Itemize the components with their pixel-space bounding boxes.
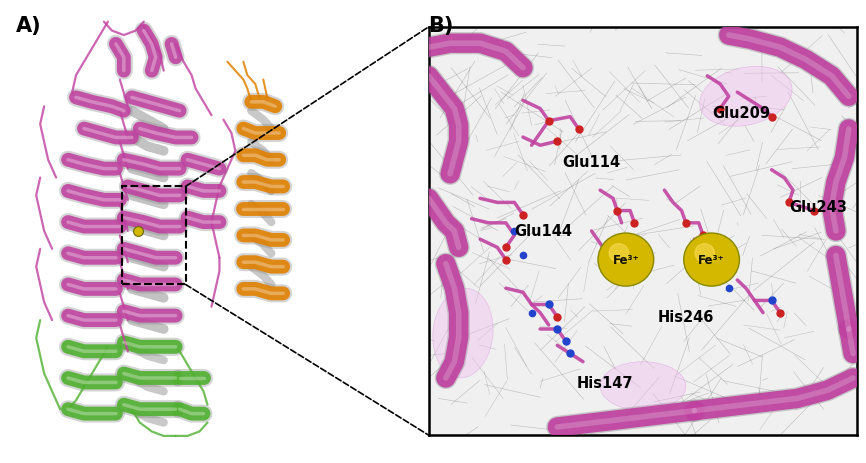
- Text: Fe³⁺: Fe³⁺: [612, 254, 639, 267]
- Text: Glu209: Glu209: [713, 106, 771, 121]
- Ellipse shape: [433, 288, 493, 378]
- Ellipse shape: [600, 362, 686, 411]
- Text: His147: His147: [576, 375, 633, 390]
- Bar: [122, 187, 185, 285]
- Text: Glu114: Glu114: [563, 155, 621, 170]
- Text: Glu144: Glu144: [514, 224, 572, 239]
- Text: Glu243: Glu243: [789, 200, 847, 214]
- Circle shape: [684, 233, 740, 287]
- Circle shape: [598, 233, 654, 287]
- Text: His246: His246: [657, 310, 714, 325]
- Text: Fe³⁺: Fe³⁺: [698, 254, 725, 267]
- Text: A): A): [16, 16, 42, 36]
- Circle shape: [609, 244, 629, 263]
- Circle shape: [695, 244, 714, 263]
- Ellipse shape: [700, 67, 792, 127]
- Text: B): B): [428, 16, 453, 36]
- Point: [131, 228, 145, 235]
